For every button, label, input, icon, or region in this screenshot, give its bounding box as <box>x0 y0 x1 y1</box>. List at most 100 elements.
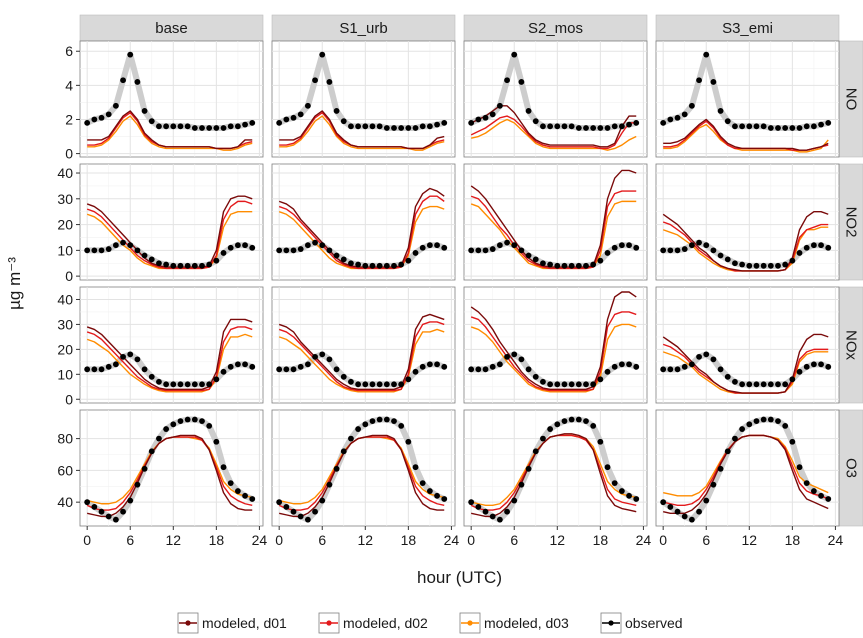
x-tick-label: 0 <box>83 532 91 548</box>
observed-point <box>127 351 134 358</box>
observed-point <box>597 438 604 445</box>
observed-point <box>199 418 205 425</box>
observed-point <box>789 438 796 445</box>
observed-point <box>419 363 426 370</box>
series-line-modeled-d01 <box>279 110 445 150</box>
observed-point <box>468 499 475 506</box>
facet-strip-label-NOx: NOx <box>843 330 860 361</box>
observed-point <box>112 361 119 368</box>
observed-point <box>170 123 177 130</box>
observed-point <box>362 381 369 388</box>
observed-point <box>739 123 746 130</box>
observed-point <box>468 247 475 254</box>
observed-point <box>170 421 177 428</box>
observed-point <box>511 51 518 58</box>
observed-point <box>199 125 205 131</box>
observed-point <box>818 361 824 368</box>
observed-point <box>660 119 667 126</box>
observed-point <box>518 481 525 488</box>
series-line-modeled-d01 <box>87 110 253 150</box>
observed-point <box>504 353 510 360</box>
observed-point <box>141 465 148 472</box>
observed-point <box>489 246 496 252</box>
legend-key-point <box>467 620 473 626</box>
observed-point <box>611 244 618 251</box>
observed-point <box>170 381 177 388</box>
observed-point <box>112 242 119 249</box>
observed-point <box>561 262 568 269</box>
series-line-modeled-d03 <box>470 323 637 393</box>
observed-point <box>184 123 191 130</box>
observed-point <box>525 108 532 114</box>
observed-point <box>156 260 162 267</box>
observed-point <box>717 366 724 373</box>
observed-point <box>504 239 510 246</box>
observed-point <box>112 516 119 523</box>
series-line-modeled-d01 <box>662 210 829 272</box>
observed-point <box>84 247 91 254</box>
observed-point <box>391 262 397 269</box>
observed-point <box>141 252 148 259</box>
observed-point <box>376 123 383 130</box>
x-tick-label: 18 <box>401 532 417 548</box>
observed-point <box>434 361 440 368</box>
observed-point <box>583 381 589 388</box>
observed-point <box>319 51 326 58</box>
y-tick-label: 0 <box>65 146 73 162</box>
observed-point <box>575 262 582 269</box>
observed-point <box>782 261 789 268</box>
observed-point <box>141 108 148 114</box>
x-tick-label: 12 <box>742 532 758 548</box>
observed-point <box>532 118 539 125</box>
observed-point <box>283 247 290 254</box>
y-tick-label: 60 <box>57 462 73 478</box>
observed-point <box>234 488 241 494</box>
observed-point <box>355 123 362 130</box>
observed-point <box>767 416 774 423</box>
x-tick-label: 12 <box>166 532 182 548</box>
observed-point <box>163 123 170 130</box>
observed-point <box>532 373 539 380</box>
observed-point <box>525 465 532 472</box>
observed-point <box>220 368 227 375</box>
observed-point <box>163 426 170 432</box>
observed-point <box>724 256 731 263</box>
series-line-modeled-d03 <box>87 115 253 151</box>
observed-point <box>782 422 789 429</box>
observed-point <box>468 119 475 126</box>
observed-point <box>312 508 318 515</box>
observed-point <box>383 381 390 388</box>
observed-point <box>134 356 141 363</box>
observed-point <box>333 252 340 259</box>
observed-point <box>141 366 148 373</box>
observed-point <box>489 111 496 118</box>
observed-point <box>199 381 205 388</box>
observed-point <box>810 488 817 494</box>
observed-point <box>227 363 234 370</box>
observed-point <box>590 422 597 429</box>
observed-point <box>717 465 724 472</box>
observed-point <box>177 381 184 388</box>
facet-strip-label-base: base <box>155 20 188 37</box>
x-tick-label: 24 <box>828 532 844 548</box>
panel-base-NO2 <box>79 163 264 281</box>
panel-S3_emi-NO <box>655 40 840 158</box>
observed-point <box>739 261 746 268</box>
observed-point <box>475 366 482 373</box>
observed-point <box>717 108 724 114</box>
observed-point <box>825 244 832 251</box>
observed-point <box>732 435 738 442</box>
observed-point <box>696 77 702 84</box>
observed-point <box>796 368 803 375</box>
observed-point <box>796 250 803 256</box>
observed-point <box>177 262 184 269</box>
observed-point <box>583 262 589 269</box>
observed-point <box>105 246 112 252</box>
y-tick-label: 20 <box>57 341 73 357</box>
observed-point <box>391 418 397 425</box>
observed-point <box>127 242 134 249</box>
observed-point <box>575 416 582 423</box>
observed-point <box>398 422 405 429</box>
observed-point <box>283 504 290 510</box>
observed-point <box>568 381 575 388</box>
